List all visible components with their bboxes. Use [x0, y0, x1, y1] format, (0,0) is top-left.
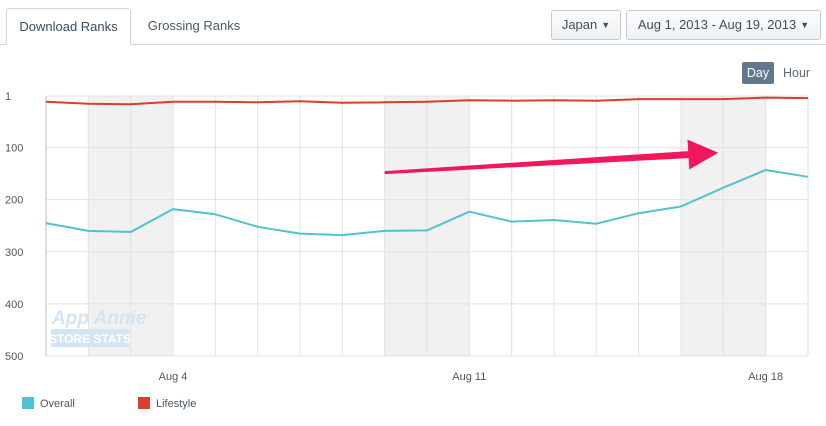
y-tick-label: 200	[5, 195, 23, 207]
tab-grossing-ranks[interactable]: Grossing Ranks	[147, 18, 241, 33]
legend-swatch-overall	[22, 397, 34, 409]
legend-label-overall: Overall	[40, 398, 75, 410]
tab-bar: Download Ranks Grossing Ranks	[0, 0, 826, 46]
rank-chart: 1 100 200 300 400 500 Aug 4 Aug 11 Aug 18 App A…	[5, 91, 809, 383]
tab-divider	[0, 44, 826, 45]
watermark-badge	[51, 329, 129, 347]
caret-down-icon: ▼	[800, 20, 810, 30]
y-tick-label: 500	[5, 351, 23, 363]
legend-label-lifestyle: Lifestyle	[156, 398, 197, 410]
y-tick-label: 300	[5, 247, 23, 259]
legend-swatch-lifestyle	[138, 397, 150, 409]
tab-download-ranks[interactable]: Download Ranks	[6, 8, 131, 45]
x-tick-label: Aug 11	[452, 371, 486, 383]
date-range-value: Aug 1, 2013 - Aug 19, 2013	[637, 17, 797, 32]
country-dropdown[interactable]: Japan ▼	[551, 10, 621, 40]
annotation-arrow-icon	[384, 139, 719, 175]
legend-item-lifestyle[interactable]: Lifestyle	[138, 396, 196, 412]
legend-item-overall[interactable]: Overall	[22, 396, 75, 412]
watermark-line2: STORE STATS	[49, 332, 131, 346]
granularity-hour-button[interactable]: Hour	[783, 66, 811, 80]
date-range-dropdown[interactable]: Aug 1, 2013 - Aug 19, 2013 ▼	[626, 10, 821, 40]
app-annie-watermark: App Annie STORE STATS	[49, 308, 147, 347]
x-tick-label: Aug 4	[159, 371, 188, 383]
y-tick-label: 400	[5, 299, 23, 311]
series-line-overall	[45, 169, 809, 237]
y-tick-label: 1	[5, 91, 11, 103]
granularity-day-button[interactable]: Day	[742, 62, 774, 84]
series-line-lifestyle	[45, 96, 809, 106]
x-tick-label: Aug 18	[748, 371, 783, 383]
country-dropdown-value: Japan	[561, 17, 598, 32]
y-tick-label: 100	[5, 143, 23, 155]
watermark-line1: App Annie	[51, 308, 147, 329]
caret-down-icon: ▼	[601, 20, 611, 30]
